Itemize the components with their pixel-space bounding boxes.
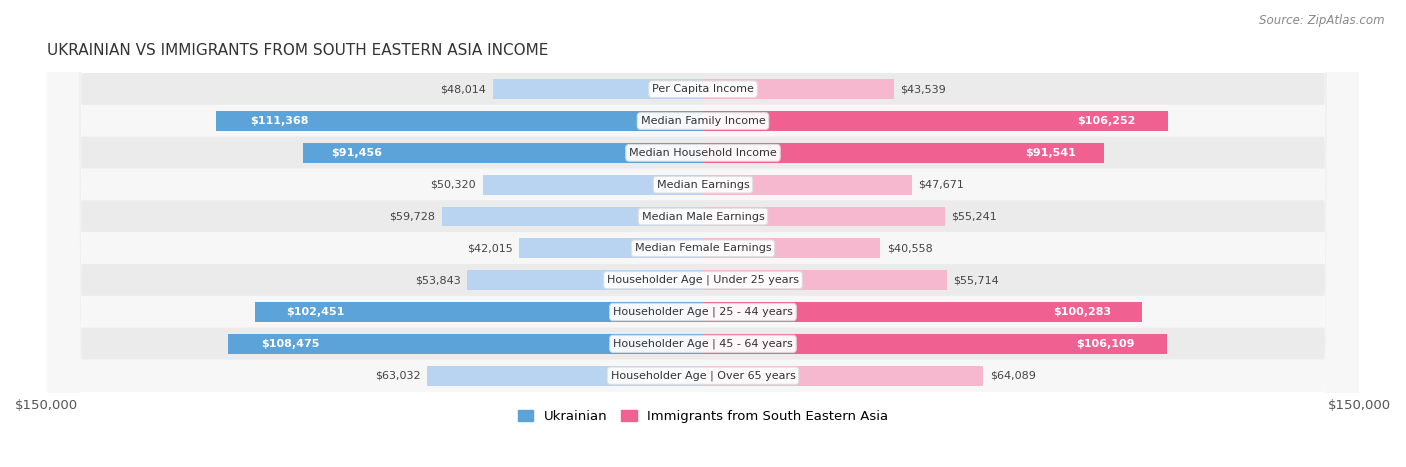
Text: Median Earnings: Median Earnings xyxy=(657,180,749,190)
Bar xyxy=(215,111,703,131)
Text: $53,843: $53,843 xyxy=(415,275,461,285)
FancyBboxPatch shape xyxy=(46,0,1360,467)
Text: Householder Age | Under 25 years: Householder Age | Under 25 years xyxy=(607,275,799,285)
Text: $102,451: $102,451 xyxy=(285,307,344,317)
Text: $42,015: $42,015 xyxy=(467,243,513,253)
Bar xyxy=(703,334,1167,354)
Bar xyxy=(482,175,703,195)
Text: $111,368: $111,368 xyxy=(250,116,308,126)
Text: $59,728: $59,728 xyxy=(389,212,434,221)
Text: $108,475: $108,475 xyxy=(262,339,321,349)
Text: Source: ZipAtlas.com: Source: ZipAtlas.com xyxy=(1260,14,1385,27)
Text: $48,014: $48,014 xyxy=(440,84,486,94)
Bar xyxy=(703,175,911,195)
Text: $43,539: $43,539 xyxy=(900,84,946,94)
Bar xyxy=(703,239,880,258)
FancyBboxPatch shape xyxy=(46,0,1360,467)
Text: $40,558: $40,558 xyxy=(887,243,932,253)
Text: Householder Age | 45 - 64 years: Householder Age | 45 - 64 years xyxy=(613,339,793,349)
Text: $91,541: $91,541 xyxy=(1025,148,1076,158)
Text: Per Capita Income: Per Capita Income xyxy=(652,84,754,94)
Text: $64,089: $64,089 xyxy=(990,371,1036,381)
Bar xyxy=(494,79,703,99)
Text: Median Female Earnings: Median Female Earnings xyxy=(634,243,772,253)
Text: $50,320: $50,320 xyxy=(430,180,477,190)
FancyBboxPatch shape xyxy=(46,0,1360,467)
Bar xyxy=(427,366,703,386)
Text: $91,456: $91,456 xyxy=(330,148,382,158)
Text: Householder Age | 25 - 44 years: Householder Age | 25 - 44 years xyxy=(613,307,793,317)
Text: Householder Age | Over 65 years: Householder Age | Over 65 years xyxy=(610,370,796,381)
Bar xyxy=(703,143,1104,163)
FancyBboxPatch shape xyxy=(46,0,1360,467)
FancyBboxPatch shape xyxy=(46,0,1360,467)
Bar xyxy=(254,302,703,322)
Bar xyxy=(703,79,894,99)
Text: Median Family Income: Median Family Income xyxy=(641,116,765,126)
FancyBboxPatch shape xyxy=(46,0,1360,467)
FancyBboxPatch shape xyxy=(46,0,1360,467)
Bar xyxy=(228,334,703,354)
Text: Median Male Earnings: Median Male Earnings xyxy=(641,212,765,221)
Text: $106,109: $106,109 xyxy=(1077,339,1135,349)
Text: $55,714: $55,714 xyxy=(953,275,1000,285)
Text: $55,241: $55,241 xyxy=(952,212,997,221)
Bar xyxy=(467,270,703,290)
Text: $63,032: $63,032 xyxy=(375,371,420,381)
Text: $47,671: $47,671 xyxy=(918,180,965,190)
Text: $106,252: $106,252 xyxy=(1077,116,1136,126)
Bar xyxy=(441,206,703,226)
Text: Median Household Income: Median Household Income xyxy=(628,148,778,158)
FancyBboxPatch shape xyxy=(46,0,1360,467)
Legend: Ukrainian, Immigrants from South Eastern Asia: Ukrainian, Immigrants from South Eastern… xyxy=(512,404,894,428)
Bar xyxy=(519,239,703,258)
Bar xyxy=(302,143,703,163)
Bar xyxy=(703,302,1142,322)
Bar xyxy=(703,206,945,226)
Bar xyxy=(703,366,983,386)
Text: $100,283: $100,283 xyxy=(1053,307,1111,317)
FancyBboxPatch shape xyxy=(46,0,1360,467)
Bar xyxy=(703,111,1168,131)
FancyBboxPatch shape xyxy=(46,0,1360,467)
Text: UKRAINIAN VS IMMIGRANTS FROM SOUTH EASTERN ASIA INCOME: UKRAINIAN VS IMMIGRANTS FROM SOUTH EASTE… xyxy=(46,43,548,58)
Bar xyxy=(703,270,946,290)
